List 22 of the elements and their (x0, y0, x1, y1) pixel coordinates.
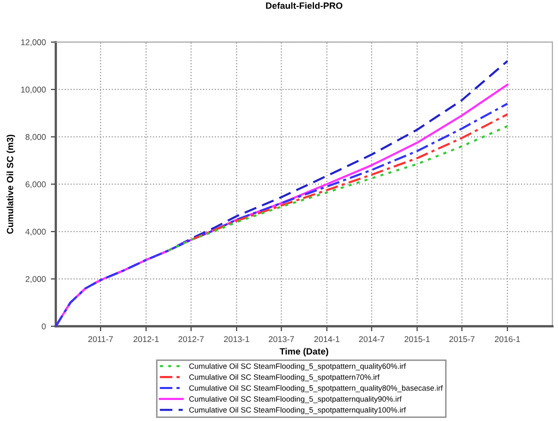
y-tick-label: 0 (42, 323, 46, 330)
x-tick-label: 2012-7 (178, 336, 204, 342)
x-tick-label: 2015-1 (404, 336, 430, 342)
x-axis-title: Time (Date) (280, 348, 328, 356)
y-tick-label: 6,000 (26, 181, 46, 188)
x-tick-label: 2014-7 (359, 336, 384, 342)
x-tick-label: 2012-1 (134, 336, 159, 342)
x-tick-label: 2014-1 (314, 336, 340, 342)
x-tick-label: 2013-1 (224, 336, 250, 342)
x-tick-label: 2013-7 (268, 336, 294, 342)
y-tick-label: 10,000 (21, 86, 46, 94)
y-tick-label: 12,000 (21, 39, 46, 46)
x-tick-label: 2015-7 (449, 336, 474, 342)
y-tick-label: 4,000 (25, 228, 46, 236)
y-tick-label: 8,000 (26, 134, 46, 141)
line-series (168, 125, 508, 252)
chart-title: Default-Field-PRO (266, 2, 342, 9)
y-axis-title: Cumulative Oil SC (m3) (6, 134, 16, 234)
line-series (190, 113, 508, 241)
x-tick-label: 2016-1 (494, 336, 520, 342)
x-tick-label: 2011-7 (88, 336, 113, 342)
y-tick-label: 2,000 (26, 276, 46, 283)
